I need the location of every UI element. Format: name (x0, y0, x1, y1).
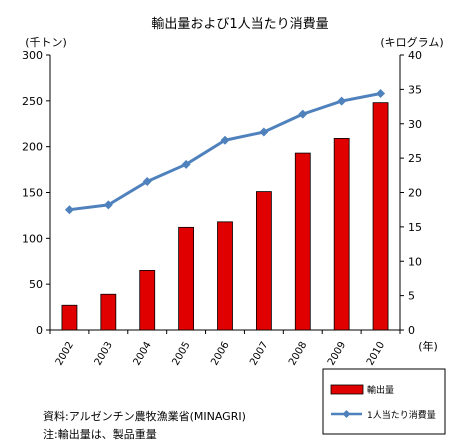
legend-bar-label: 輸出量 (367, 384, 394, 396)
x-axis-tick-label: 2003 (93, 340, 115, 368)
left-axis-tick-label: 100 (22, 232, 43, 245)
bar (372, 102, 389, 331)
legend-box (322, 368, 446, 435)
right-axis-tick-label: 15 (408, 221, 422, 234)
left-axis-tick-label: 200 (22, 141, 43, 154)
bar (217, 221, 233, 331)
legend-bar-swatch (330, 384, 364, 395)
right-axis-tick-label: 10 (408, 255, 422, 268)
x-axis-tick-label: 2002 (54, 340, 76, 368)
line-point (376, 89, 386, 98)
bar (61, 304, 78, 331)
left-axis-tick-label: 0 (36, 324, 43, 337)
x-axis-tick-label: 2004 (132, 340, 154, 368)
line-point (220, 135, 230, 145)
x-axis-tick-label: 2009 (326, 340, 348, 368)
bar (255, 191, 272, 331)
right-axis-tick-label: 40 (408, 49, 422, 62)
left-axis-tick-label: 50 (29, 278, 43, 291)
line-point (64, 205, 74, 215)
bar (333, 138, 350, 331)
line-point (337, 96, 347, 106)
line-point (142, 177, 152, 186)
right-axis-tick-label: 20 (408, 187, 422, 200)
footnote: 注:輸出量は、製品重量 (43, 428, 157, 441)
x-axis-tick-label: 2005 (170, 340, 192, 368)
chart-title: 輸出量および1人当たり消費量 (151, 17, 328, 32)
right-axis-tick-label: 5 (408, 290, 415, 303)
line-point (181, 159, 191, 169)
x-axis-tick-label: 2010 (365, 340, 387, 368)
line-point (259, 127, 269, 137)
source-note: 資料:アルゼンチン農牧漁業省(MINAGRI) (43, 410, 246, 423)
x-axis-tick-label: 2008 (287, 340, 309, 368)
legend: 輸出量 1人当たり消費量 (322, 368, 446, 435)
legend-line-marker (342, 410, 351, 418)
x-axis-tick-label: 2007 (248, 340, 270, 368)
bar (100, 293, 117, 331)
left-axis-tick-label: 150 (22, 187, 43, 200)
x-axis-unit: (年) (418, 339, 438, 353)
right-axis-tick-label: 25 (408, 152, 422, 165)
line-point (298, 109, 308, 119)
right-axis-tick-label: 35 (408, 83, 422, 96)
x-axis-tick-label: 2006 (209, 340, 231, 368)
right-axis-tick-label: 0 (408, 324, 415, 337)
line-point (103, 200, 113, 210)
left-axis-unit: (千トン) (25, 36, 67, 49)
legend-line-label: 1人当たり消費量 (367, 409, 436, 421)
left-axis-tick-label: 300 (22, 49, 43, 62)
left-axis-tick-label: 250 (22, 95, 43, 108)
bar (178, 226, 195, 331)
right-axis-tick-label: 30 (408, 118, 422, 131)
bar (139, 270, 156, 331)
right-axis-unit: (キログラム) (380, 35, 443, 49)
bar (294, 152, 311, 331)
plot-area: 0 50 100 150 200 250 300 0 5 10 15 20 25 30 35 40 2002 20… (22, 49, 422, 368)
